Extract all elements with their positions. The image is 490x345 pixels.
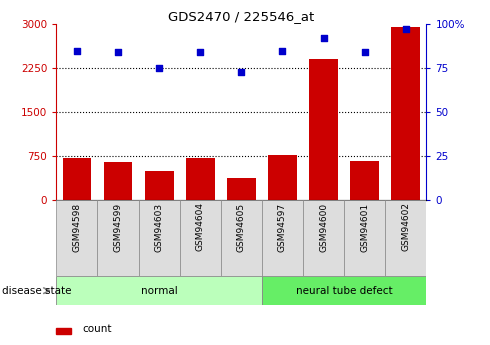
Title: GDS2470 / 225546_at: GDS2470 / 225546_at [168, 10, 315, 23]
Text: count: count [82, 324, 112, 334]
Bar [350, 161, 379, 200]
Text: GSM94597: GSM94597 [278, 203, 287, 252]
Bar [303, 200, 344, 276]
Bar [309, 59, 338, 200]
Bar [221, 200, 262, 276]
Text: neural tube defect: neural tube defect [296, 286, 392, 296]
Text: GSM94605: GSM94605 [237, 203, 246, 252]
Bar [392, 27, 420, 200]
Point [402, 27, 410, 32]
Bar [63, 158, 91, 200]
Text: GSM94600: GSM94600 [319, 203, 328, 252]
Bar [186, 158, 215, 200]
Bar [139, 200, 180, 276]
Text: GSM94603: GSM94603 [155, 203, 164, 252]
Bar [56, 328, 71, 334]
Text: normal: normal [141, 286, 177, 296]
Bar [103, 162, 132, 200]
Bar [262, 200, 303, 276]
Text: disease state: disease state [2, 286, 72, 296]
Point [319, 36, 327, 41]
Bar [268, 155, 297, 200]
Bar [56, 200, 98, 276]
Point [238, 69, 245, 75]
Bar [98, 200, 139, 276]
Bar [145, 171, 173, 200]
Text: GSM94598: GSM94598 [73, 203, 81, 252]
Text: GSM94599: GSM94599 [114, 203, 122, 252]
Bar [262, 276, 426, 305]
Point [155, 66, 163, 71]
Text: GSM94601: GSM94601 [360, 203, 369, 252]
Bar [56, 276, 262, 305]
Point [73, 48, 81, 53]
Point [114, 50, 122, 55]
Bar [180, 200, 221, 276]
Point [196, 50, 204, 55]
Text: GSM94602: GSM94602 [401, 203, 410, 252]
Bar [344, 200, 385, 276]
Bar [227, 178, 256, 200]
Point [361, 50, 368, 55]
Point [278, 48, 286, 53]
Bar [385, 200, 426, 276]
Text: GSM94604: GSM94604 [196, 203, 205, 252]
